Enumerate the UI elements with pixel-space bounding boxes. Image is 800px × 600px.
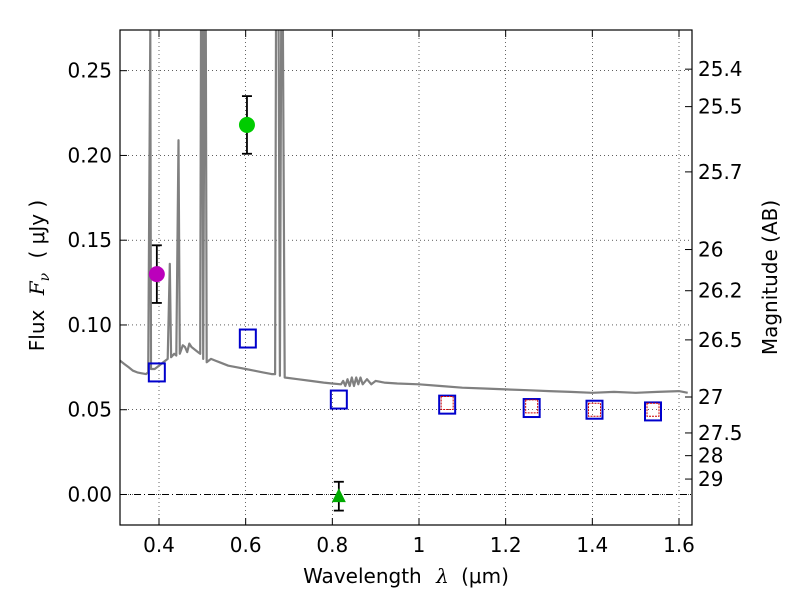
inner-photometry-square bbox=[646, 402, 660, 417]
x-tick-label: 0.6 bbox=[230, 533, 262, 557]
right-tick-label: 27 bbox=[698, 385, 723, 409]
model-photometry-square bbox=[329, 389, 348, 410]
y-tick-label: 0.20 bbox=[67, 143, 112, 167]
x-tick-label: 1 bbox=[413, 533, 426, 557]
inner-photometry-square bbox=[440, 395, 454, 410]
x-tick-label: 1.2 bbox=[490, 533, 522, 557]
model-photometry-square bbox=[147, 362, 166, 383]
right-tick-label: 26 bbox=[698, 238, 723, 262]
y-tick-label: 0.15 bbox=[67, 228, 112, 252]
x-tick-label: 0.8 bbox=[316, 533, 348, 557]
right-tick-label: 29 bbox=[698, 467, 723, 491]
ticks: 0.4 0.6 0.8 1 1.2 1.4 1.6 0.00 0.05 0.10 0.15 0.20 0… bbox=[67, 30, 743, 557]
spectrum-line bbox=[120, 30, 688, 394]
model-photometry-square bbox=[585, 399, 604, 420]
markers bbox=[147, 95, 662, 512]
observed-point bbox=[238, 116, 255, 133]
observed-point bbox=[148, 266, 165, 283]
y-right-axis-label: Magnitude (AB) bbox=[758, 200, 782, 355]
inner-photometry-square bbox=[588, 402, 601, 417]
right-tick-label: 25.5 bbox=[698, 95, 743, 119]
y-tick-label: 0.10 bbox=[67, 313, 112, 337]
y-tick-label: 0.00 bbox=[67, 482, 112, 506]
model-photometry-square bbox=[438, 394, 457, 415]
x-tick-label: 1.6 bbox=[663, 533, 695, 557]
model-photometry-square bbox=[238, 328, 257, 349]
right-tick-label: 25.7 bbox=[698, 160, 743, 184]
right-tick-label: 26.2 bbox=[698, 279, 743, 303]
x-tick-label: 1.4 bbox=[576, 533, 608, 557]
right-tick-label: 27.5 bbox=[698, 421, 743, 445]
right-tick-label: 25.4 bbox=[698, 57, 743, 81]
plot-frame bbox=[119, 29, 693, 526]
y-tick-label: 0.25 bbox=[67, 59, 112, 83]
observed-triangle bbox=[331, 488, 346, 503]
x-tick-label: 0.4 bbox=[143, 533, 175, 557]
y-axis-label: Flux Fν ( μJy ) bbox=[25, 200, 54, 351]
model-photometry-square bbox=[644, 401, 662, 422]
right-tick-label: 26.5 bbox=[698, 328, 743, 352]
right-tick-label: 28 bbox=[698, 444, 723, 468]
inner-photometry-square bbox=[525, 399, 539, 414]
model-photometry-square bbox=[522, 398, 541, 419]
x-axis-label: Wavelength λ (μm) bbox=[303, 564, 509, 588]
spectrum-layer bbox=[120, 30, 688, 394]
y-tick-label: 0.05 bbox=[67, 398, 112, 422]
